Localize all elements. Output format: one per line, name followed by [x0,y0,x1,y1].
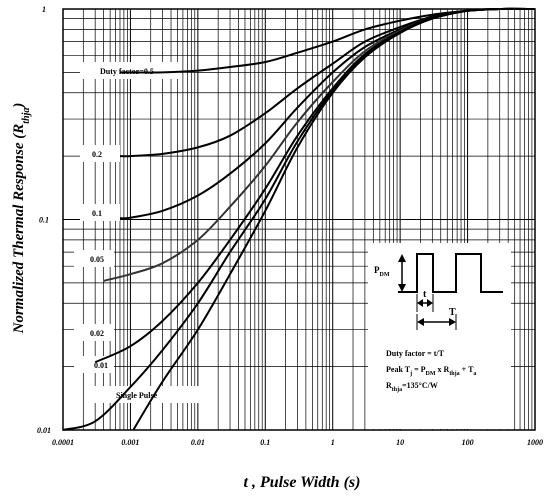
x-tick-label: 0.1 [260,438,270,447]
curve-label-box [80,145,120,162]
pdm-arrowhead-bottom [398,284,406,292]
T-arrowhead-left [417,318,424,326]
curve-label-layer: Duty factor=0.50.20.10.050.020.01Single … [74,62,200,403]
curve-label: 0.1 [92,209,102,218]
x-tick-label: 1 [331,438,335,447]
x-tick-label: 0.001 [121,438,139,447]
x-tick-label: 0.0001 [52,438,74,447]
pulse-waveform [398,253,503,293]
pdm-arrowhead-top [398,254,406,262]
y-axis-title: Normalized Thermal Response (Rthja) [11,103,32,335]
inset-diagram: PDM t T Duty factor = t/T Peak Tj = PDM x Rt… [368,243,511,429]
plot-frame [62,8,536,431]
x-tick-label: 10 [396,438,404,447]
inset-peak-tj-text: Peak Tj = PDM x Rthja + Ta [386,365,476,377]
curve-label-box [74,356,114,373]
pdm-label: PDM [374,265,390,278]
curve-label-box [80,62,180,79]
t-arrowhead-right [427,299,433,307]
t-arrowhead-left [417,299,423,307]
y-tick-label: 1 [42,5,46,14]
curve-label: Single Pulse [116,391,158,400]
x-tick-label: 1000 [527,438,543,447]
x-tick-label: 0.01 [191,438,205,447]
curve-label: 0.02 [90,329,104,338]
y-tick-label: 0.1 [39,216,49,225]
plot-grid [62,9,535,431]
curve-label: 0.01 [94,361,108,370]
T-arrowhead-right [449,318,456,326]
x-axis-title: t , Pulse Width (s) [244,474,361,491]
curve-label-box [74,324,114,341]
curve-label: 0.2 [92,150,102,159]
inset-duty-factor-text: Duty factor = t/T [386,349,445,358]
curve-label-box [74,250,114,267]
axis-layer: 0.0001 0.001 0.01 0.1 1 10 100 1000 0.01 0.1 1 t , … [11,5,543,491]
inset-rthja-text: Rthja=135°C/W [386,381,438,393]
series-line-7 [132,7,536,431]
curve-label: 0.05 [90,255,104,264]
curve-label-box [80,204,120,221]
t-label: t [423,289,427,300]
T-label: T [449,307,456,318]
series-layer [62,7,536,431]
curve-label-box [90,386,200,403]
x-tick-label: 100 [462,438,474,447]
y-tick-label: 0.01 [37,426,51,435]
inset-panel [368,243,511,429]
